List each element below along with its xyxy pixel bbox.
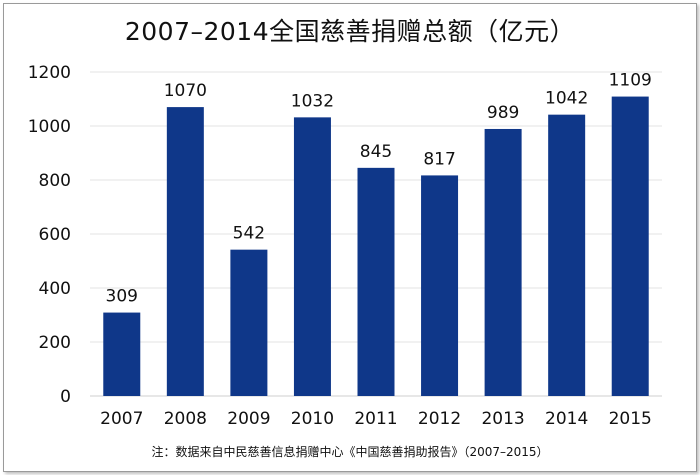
y-tick-label: 1000 xyxy=(28,117,71,137)
bar xyxy=(484,128,522,396)
data-label: 989 xyxy=(487,103,519,123)
bar xyxy=(166,107,204,396)
data-label: 1070 xyxy=(164,81,207,101)
x-tick-label: 2009 xyxy=(227,409,270,429)
data-label: 845 xyxy=(360,142,392,162)
bar xyxy=(611,96,649,396)
data-labels: 309 1070 542 1032 845 817 989 1042 1109 xyxy=(106,71,652,307)
data-label: 309 xyxy=(106,287,138,307)
data-label: 817 xyxy=(423,149,455,169)
bar xyxy=(357,167,395,396)
x-tick-label: 2014 xyxy=(545,409,588,429)
x-tick-label: 2011 xyxy=(354,409,397,429)
bar xyxy=(230,249,268,396)
x-tick-label: 2010 xyxy=(291,409,334,429)
x-tick-label: 2008 xyxy=(164,409,207,429)
x-tick-label: 2012 xyxy=(418,409,461,429)
source-note: 注：数据来自中民慈善信息捐赠中心《中国慈善捐助报告》（2007–2015） xyxy=(151,445,549,459)
data-label: 1042 xyxy=(545,89,588,109)
y-tick-label: 0 xyxy=(60,387,71,407)
bar xyxy=(548,114,586,396)
data-label: 1032 xyxy=(291,91,334,111)
chart-title: 2007–2014全国慈善捐赠总额（亿元） xyxy=(124,17,576,46)
data-label: 1109 xyxy=(609,71,652,91)
y-tick-label: 200 xyxy=(39,333,71,353)
y-tick-labels: 0 200 400 600 800 1000 1200 xyxy=(28,63,71,407)
bar xyxy=(421,175,459,396)
data-label: 542 xyxy=(233,224,265,244)
x-tick-label: 2013 xyxy=(481,409,524,429)
bar xyxy=(103,312,141,396)
y-tick-label: 1200 xyxy=(28,63,71,83)
y-tick-label: 800 xyxy=(39,171,71,191)
x-tick-label: 2015 xyxy=(609,409,652,429)
x-tick-label: 2007 xyxy=(100,409,143,429)
bars xyxy=(103,96,649,397)
y-tick-label: 600 xyxy=(39,225,71,245)
x-tick-labels: 2007 2008 2009 2010 2011 2012 2013 2014 2015 xyxy=(100,409,652,429)
y-tick-label: 400 xyxy=(39,279,71,299)
bar xyxy=(293,117,331,397)
